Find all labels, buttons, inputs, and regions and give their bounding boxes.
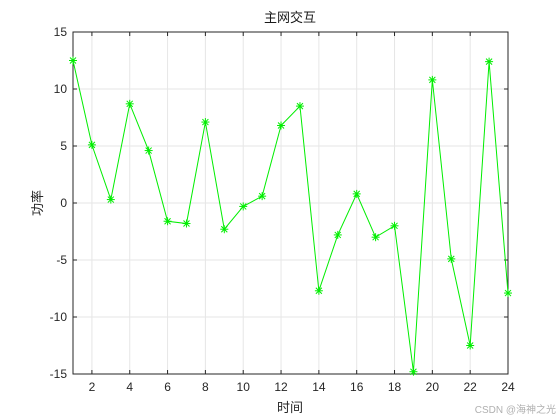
x-tick-label: 10 [237, 380, 251, 394]
watermark: CSDN @海神之光 [475, 403, 556, 416]
marker-stroke [258, 192, 266, 200]
marker-stroke [220, 225, 228, 233]
marker-stroke [145, 147, 153, 154]
data-point-marker [504, 289, 512, 298]
series-line [72, 60, 509, 372]
x-tick-label: 20 [426, 380, 440, 394]
data-point-marker [163, 217, 172, 226]
data-point-marker [201, 118, 210, 127]
marker-stroke [391, 222, 398, 230]
data-point-marker [220, 225, 229, 234]
y-tick-label: 10 [54, 82, 68, 96]
data-point-marker [428, 75, 437, 84]
marker-stroke [485, 58, 493, 65]
marker-stroke [69, 57, 77, 64]
y-tick-label: -15 [50, 367, 68, 381]
marker-stroke [315, 287, 323, 295]
x-tick-label: 8 [202, 380, 209, 394]
marker-stroke [88, 141, 96, 149]
x-tick-label: 14 [312, 380, 326, 394]
data-point-marker [106, 195, 115, 204]
data-point-marker [409, 367, 418, 376]
y-tick-label: 0 [60, 196, 67, 210]
data-point-marker [125, 99, 134, 108]
marker-stroke [372, 233, 379, 241]
y-axis-label: 功率 [30, 190, 46, 216]
marker-stroke [410, 368, 417, 376]
series [69, 56, 512, 376]
x-tick-label: 2 [89, 380, 96, 394]
data-point-marker [239, 202, 248, 211]
y-tick-label: -5 [56, 253, 67, 267]
data-point-marker [371, 233, 380, 242]
data-point-marker [485, 57, 494, 66]
data-point-marker [295, 102, 304, 111]
data-point-marker [87, 140, 96, 149]
data-point-marker [466, 341, 475, 350]
data-point-marker [69, 56, 77, 65]
marker-stroke [353, 190, 361, 198]
marker-stroke [504, 289, 512, 297]
x-tick-label: 22 [463, 380, 477, 394]
data-point-marker [144, 146, 153, 155]
y-tick-label: 5 [60, 139, 67, 153]
marker-stroke [126, 100, 134, 108]
data-point-marker [258, 192, 267, 201]
x-tick-label: 18 [388, 380, 402, 394]
marker-stroke [183, 220, 190, 227]
marker-stroke [296, 102, 304, 110]
data-point-marker [314, 286, 323, 295]
marker-stroke [428, 76, 436, 84]
marker-stroke [164, 217, 171, 225]
data-point-marker [390, 221, 399, 230]
marker-stroke [334, 231, 342, 239]
x-tick-label: 6 [164, 380, 171, 394]
x-tick-label: 12 [274, 380, 288, 394]
y-tick-label: 15 [54, 25, 68, 39]
chart-title: 主网交互 [264, 10, 316, 26]
data-point-marker [447, 254, 456, 263]
data-point-marker [182, 219, 191, 228]
marker-stroke [277, 122, 285, 129]
x-tick-label: 24 [501, 380, 515, 394]
x-tick-label: 16 [350, 380, 364, 394]
marker-stroke [107, 196, 115, 203]
x-axis-label: 时间 [277, 401, 303, 416]
marker-stroke [202, 118, 209, 126]
marker-stroke [447, 255, 455, 263]
marker-stroke [466, 342, 474, 349]
marker-stroke [239, 203, 247, 210]
data-point-marker [333, 230, 342, 239]
x-tick-label: 4 [126, 380, 133, 394]
data-point-marker [277, 121, 286, 130]
data-point-marker [352, 189, 361, 198]
y-tick-label: -10 [50, 310, 68, 324]
